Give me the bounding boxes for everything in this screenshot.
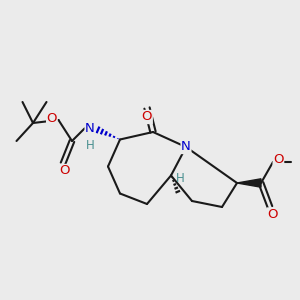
Text: N: N bbox=[85, 122, 95, 135]
Text: N: N bbox=[181, 140, 191, 154]
Text: O: O bbox=[142, 110, 152, 124]
Text: O: O bbox=[267, 208, 278, 221]
Text: O: O bbox=[47, 112, 57, 125]
Polygon shape bbox=[237, 179, 261, 187]
Text: O: O bbox=[273, 153, 284, 166]
Text: H: H bbox=[176, 172, 184, 185]
Text: H: H bbox=[86, 139, 95, 152]
Text: O: O bbox=[59, 164, 70, 178]
